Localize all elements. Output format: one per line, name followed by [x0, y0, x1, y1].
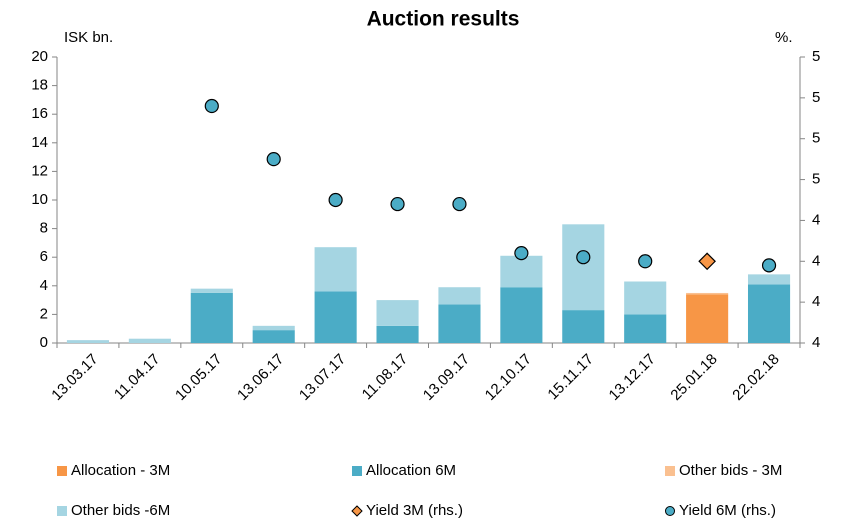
x-tick-label: 13.06.17 — [234, 351, 287, 404]
bar-segment — [624, 314, 667, 343]
x-tick-label: 25.01.18 — [667, 351, 720, 404]
x-tick-label: 13.07.17 — [296, 351, 349, 404]
y-tick-label: 8 — [40, 220, 48, 237]
bar-segment — [624, 281, 667, 315]
y2-tick-label: 5 — [812, 48, 820, 65]
x-tick-label: 11.04.17 — [111, 351, 164, 404]
legend-label: Other bids - 3M — [679, 462, 782, 479]
chart-title: Auction results — [367, 8, 520, 31]
yield-marker — [390, 196, 405, 212]
y-axis-label: ISK bn. — [64, 29, 113, 46]
x-tick-label: 11.08.17 — [359, 351, 412, 404]
y-tick-label: 16 — [31, 105, 48, 122]
bar-segment — [190, 288, 233, 293]
bar-segment — [500, 287, 543, 343]
y2-axis-label: %. — [775, 29, 793, 46]
bar-segment — [376, 300, 419, 326]
y-tick-label: 14 — [31, 134, 48, 151]
y-tick-label: 10 — [31, 191, 48, 208]
legend-swatch — [351, 505, 363, 517]
y-tick-label: 2 — [40, 305, 48, 322]
bar-segment — [747, 284, 791, 343]
bar-segment — [562, 224, 605, 311]
y-tick-label: 18 — [31, 77, 48, 94]
y2-tick-label: 4 — [812, 211, 820, 228]
legend-label: Allocation - 3M — [71, 462, 170, 479]
yield-marker — [698, 252, 716, 271]
yield-marker — [452, 196, 467, 212]
x-tick-label: 10.05.17 — [172, 351, 225, 404]
y-tick-label: 6 — [40, 248, 48, 265]
legend-swatch — [57, 506, 67, 516]
bar-segment — [128, 338, 171, 343]
bar-segment — [686, 292, 729, 295]
y2-tick-label: 4 — [812, 293, 820, 310]
x-tick-label: 12.10.17 — [482, 351, 535, 404]
y2-tick-label: 4 — [812, 252, 820, 269]
bar-segment — [314, 291, 357, 343]
y-tick-label: 12 — [31, 162, 48, 179]
bar-segment — [314, 247, 357, 292]
legend-swatch — [57, 466, 67, 476]
yield-marker — [514, 246, 529, 261]
legend-label: Yield 6M (rhs.) — [679, 502, 776, 519]
bar-segment — [252, 325, 295, 331]
bar-segment — [686, 294, 729, 343]
bar-segment — [747, 274, 791, 285]
yield-marker — [576, 250, 591, 265]
bar-segment — [190, 292, 233, 343]
bar-segment — [376, 325, 419, 343]
yield-marker — [638, 254, 653, 269]
bar-segment — [252, 330, 295, 343]
bar-segment — [562, 310, 605, 343]
legend-swatch — [352, 466, 362, 476]
legend-swatch — [665, 506, 675, 516]
x-tick-label: 13.09.17 — [420, 351, 473, 404]
legend-label: Other bids -6M — [71, 502, 170, 519]
bar-segment — [500, 255, 543, 288]
bar-segment — [438, 304, 481, 343]
yield-marker — [761, 258, 777, 273]
y2-tick-label: 5 — [812, 171, 820, 188]
x-tick-label: 22.02.18 — [729, 351, 782, 404]
x-tick-label: 15.11.17 — [544, 351, 597, 404]
legend-label: Yield 3M (rhs.) — [366, 502, 463, 519]
bar-segment — [66, 340, 110, 343]
yield-marker — [266, 152, 281, 167]
x-tick-label: 13.12.17 — [606, 351, 659, 404]
yield-marker — [328, 192, 343, 208]
legend-swatch — [665, 466, 675, 476]
x-tick-label: 13.03.17 — [48, 351, 101, 404]
yield-marker — [204, 98, 219, 114]
legend-label: Allocation 6M — [366, 462, 456, 479]
y2-tick-label: 5 — [812, 130, 820, 147]
y-tick-label: 4 — [40, 277, 48, 294]
y2-tick-label: 5 — [812, 89, 820, 106]
y-tick-label: 20 — [31, 48, 48, 65]
y2-tick-label: 4 — [812, 334, 820, 351]
y-tick-label: 0 — [40, 334, 48, 351]
bar-segment — [438, 287, 481, 305]
